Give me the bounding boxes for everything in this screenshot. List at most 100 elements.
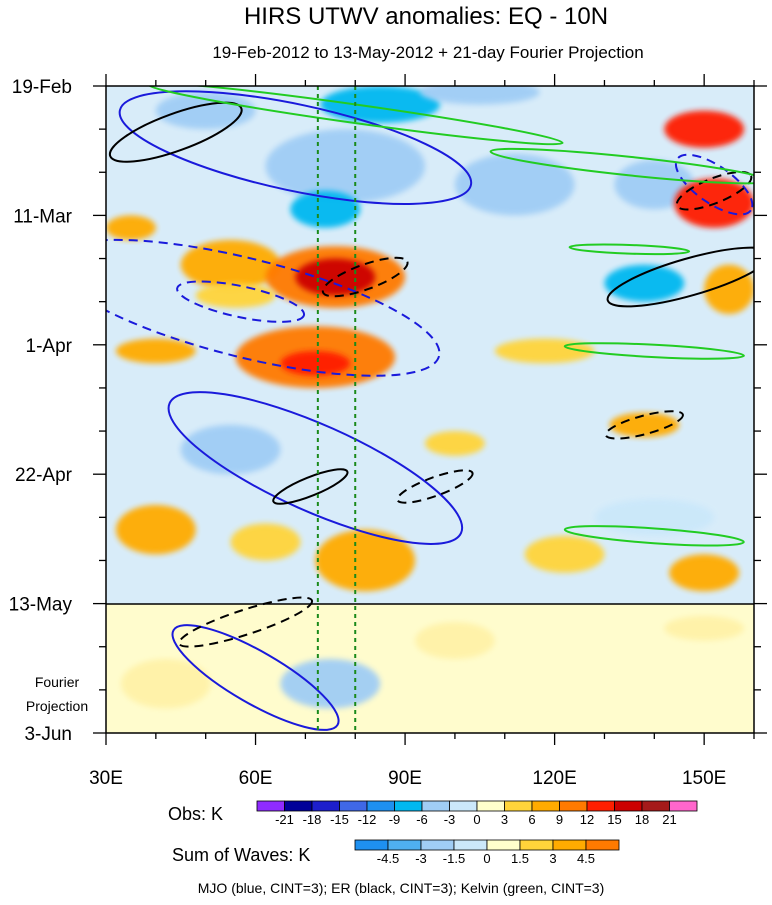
obs-legend-title: Obs: K — [168, 804, 223, 824]
anomaly-blob — [295, 258, 376, 296]
anomaly-blob — [106, 215, 156, 241]
colorbar-swatch — [420, 839, 455, 851]
anomaly-blob — [524, 535, 605, 573]
kelvin-contour — [146, 86, 564, 146]
anomaly-blob — [594, 498, 715, 536]
colorbar-swatch — [449, 800, 478, 812]
colorbar-swatch — [311, 800, 340, 812]
colorbar-label: 3 — [501, 812, 508, 827]
colorbar-swatch — [641, 800, 670, 812]
colorbar-label: 4.5 — [577, 851, 595, 866]
wave-contours — [106, 86, 754, 731]
y-tick-label: 13-May — [9, 595, 73, 616]
obs-colorbar: -21 -18 -15 -12 -9 -6 -3 0 3 6 9 12 15 18 21 — [256, 800, 698, 827]
kelvin-contour — [563, 525, 745, 547]
colorbar-label: -9 — [389, 812, 401, 827]
plot-frame — [105, 85, 755, 734]
colorbar-label: -15 — [330, 812, 349, 827]
mjo-contour — [118, 90, 473, 205]
colorbar-swatch — [284, 800, 313, 812]
colorbar-label: 3 — [549, 851, 556, 866]
colorbar-label: 21 — [662, 812, 676, 827]
kelvin-contour — [489, 147, 754, 185]
colorbar-swatch — [669, 800, 698, 812]
anomaly-blob — [454, 153, 575, 216]
x-tick-label: 90E — [388, 768, 422, 789]
anomaly-blob — [120, 659, 211, 709]
colorbar-label: 9 — [556, 812, 563, 827]
er-contour — [396, 469, 474, 504]
colorbar-label: -21 — [275, 812, 294, 827]
y-tick-label: 19-Feb — [12, 77, 72, 98]
x-tick-label: 60E — [239, 768, 273, 789]
y-tick-label: 11-Mar — [13, 206, 72, 227]
kelvin-contour — [568, 243, 691, 256]
colorbar-label: 0 — [473, 812, 480, 827]
mjo-contour — [167, 391, 464, 545]
colorbar-swatch — [394, 800, 423, 812]
er-contour — [108, 101, 243, 163]
anomaly-blob — [280, 350, 351, 376]
colorbar-swatch — [354, 839, 389, 851]
colorbar-label: 6 — [528, 812, 535, 827]
colorbar-label: -18 — [303, 812, 322, 827]
y-tick-label: 3-Jun — [24, 724, 72, 745]
colorbar-swatch — [531, 800, 560, 812]
anomaly-blob — [664, 110, 745, 148]
colorbar-label: -3 — [415, 851, 427, 866]
colorbar-label: 1.5 — [511, 851, 529, 866]
mjo-contour — [106, 238, 441, 377]
anomaly-blob — [664, 615, 745, 641]
colorbar-label: 15 — [607, 812, 621, 827]
colorbar-label: 18 — [635, 812, 649, 827]
anomaly-blob — [609, 412, 680, 438]
colorbar-swatch — [421, 800, 450, 812]
colorbar-swatch — [256, 800, 285, 812]
er-contour — [178, 596, 314, 648]
colorbar-swatch — [453, 839, 488, 851]
anomaly-blob — [614, 159, 695, 210]
anomaly-blob — [320, 86, 440, 123]
colorbar-swatch — [586, 800, 615, 812]
colorbar-swatch — [486, 839, 521, 851]
x-tick-label: 120E — [532, 768, 576, 789]
chart-title: HIRS UTWV anomalies: EQ - 10N — [244, 3, 608, 30]
mjo-contour — [176, 280, 306, 323]
anomaly-blob — [115, 338, 196, 364]
projection-label-line1: Fourier — [35, 674, 80, 690]
colorbar-swatch — [552, 839, 587, 851]
colorbar-swatch — [614, 800, 643, 812]
colorbar-swatch — [476, 800, 505, 812]
anomaly-blob — [180, 240, 281, 290]
anomaly-blob — [415, 622, 495, 660]
x-tick-label: 150E — [682, 768, 726, 789]
x-axis: 30E 60E 90E 120E 150E — [89, 74, 755, 789]
mjo-contour — [171, 624, 340, 731]
y-axis: 19-Feb 11-Mar 1-Apr 22-Apr 13-May 3-Jun — [9, 77, 767, 745]
er-contour — [675, 170, 753, 211]
anomaly-blob — [230, 523, 301, 561]
x-tick-label: 30E — [89, 768, 123, 789]
colorbar-label: -4.5 — [377, 851, 399, 866]
colorbar-swatch — [504, 800, 533, 812]
colorbar-label: 0 — [483, 851, 490, 866]
anomaly-blob — [420, 86, 540, 105]
colorbar-swatch — [559, 800, 588, 812]
anomaly-blob — [195, 283, 276, 308]
anomaly-blob — [280, 659, 381, 709]
anomaly-blob — [115, 505, 196, 555]
obs-legend: Obs: K -21 -18 -15 -12 -9 -6 -3 0 3 6 9 12 15 18 21 — [168, 800, 698, 827]
kelvin-contour — [563, 342, 745, 360]
y-tick-label: 1-Apr — [26, 336, 73, 357]
projection-background — [106, 604, 754, 733]
anomaly-blob — [155, 92, 256, 130]
projection-label-line2: Projection — [26, 698, 88, 714]
colorbar-label: -6 — [416, 812, 428, 827]
er-contour — [606, 246, 754, 308]
anomaly-shading — [106, 86, 754, 709]
anomaly-blob — [315, 529, 416, 592]
anomaly-blob — [604, 264, 685, 302]
colorbar-label: -1.5 — [443, 851, 465, 866]
colorbar-swatch — [366, 800, 395, 812]
